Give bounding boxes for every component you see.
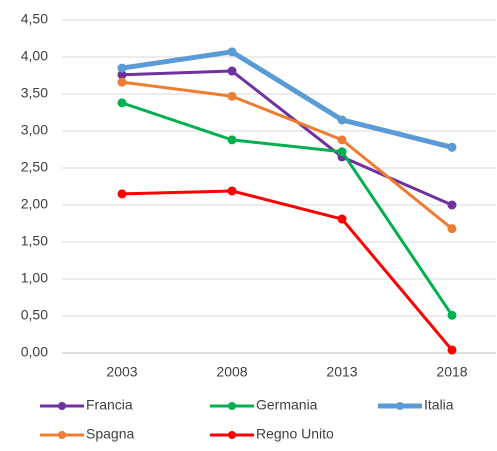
- y-tick-label: 0,50: [21, 307, 48, 323]
- point: [337, 135, 347, 145]
- point: [447, 142, 457, 152]
- legend-marker: [228, 402, 236, 410]
- legend-label: Italia: [424, 397, 454, 413]
- point: [227, 186, 237, 196]
- x-tick-label: 2013: [326, 364, 357, 380]
- point: [117, 77, 127, 87]
- point: [227, 47, 237, 57]
- point: [447, 224, 457, 234]
- legend-label: Regno Unito: [256, 426, 334, 442]
- y-tick-label: 1,00: [21, 270, 48, 286]
- point: [447, 345, 457, 355]
- point: [227, 66, 237, 76]
- y-tick-label: 2,50: [21, 159, 48, 175]
- x-tick-label: 2008: [216, 364, 247, 380]
- series-line: [121, 101, 454, 317]
- legend-marker: [228, 431, 236, 439]
- point: [337, 147, 347, 157]
- legend-marker: [396, 402, 404, 410]
- point: [337, 115, 347, 125]
- y-tick-label: 0,00: [21, 344, 48, 360]
- legend-marker: [58, 431, 66, 439]
- point: [117, 63, 127, 73]
- series-line: [121, 69, 453, 207]
- point: [117, 189, 127, 199]
- y-tick-label: 4,50: [21, 11, 48, 27]
- y-tick-label: 3,00: [21, 122, 48, 138]
- series-line: [121, 189, 454, 352]
- point: [337, 214, 347, 224]
- x-tick-label: 2018: [436, 364, 467, 380]
- y-tick-label: 2,00: [21, 196, 48, 212]
- y-tick-label: 3,50: [21, 85, 48, 101]
- legend-label: Francia: [86, 397, 133, 413]
- legend-label: Spagna: [86, 426, 134, 442]
- x-tick-label: 2003: [106, 364, 137, 380]
- y-tick-label: 4,00: [21, 48, 48, 64]
- point: [227, 91, 237, 101]
- point: [117, 98, 127, 108]
- point: [117, 70, 127, 80]
- y-tick-label: 1,50: [21, 233, 48, 249]
- point: [447, 310, 457, 320]
- point: [447, 200, 457, 210]
- series-line: [121, 49, 453, 150]
- legend-marker: [58, 402, 66, 410]
- point: [227, 135, 237, 145]
- legend-label: Germania: [256, 397, 318, 413]
- series-line: [121, 80, 453, 230]
